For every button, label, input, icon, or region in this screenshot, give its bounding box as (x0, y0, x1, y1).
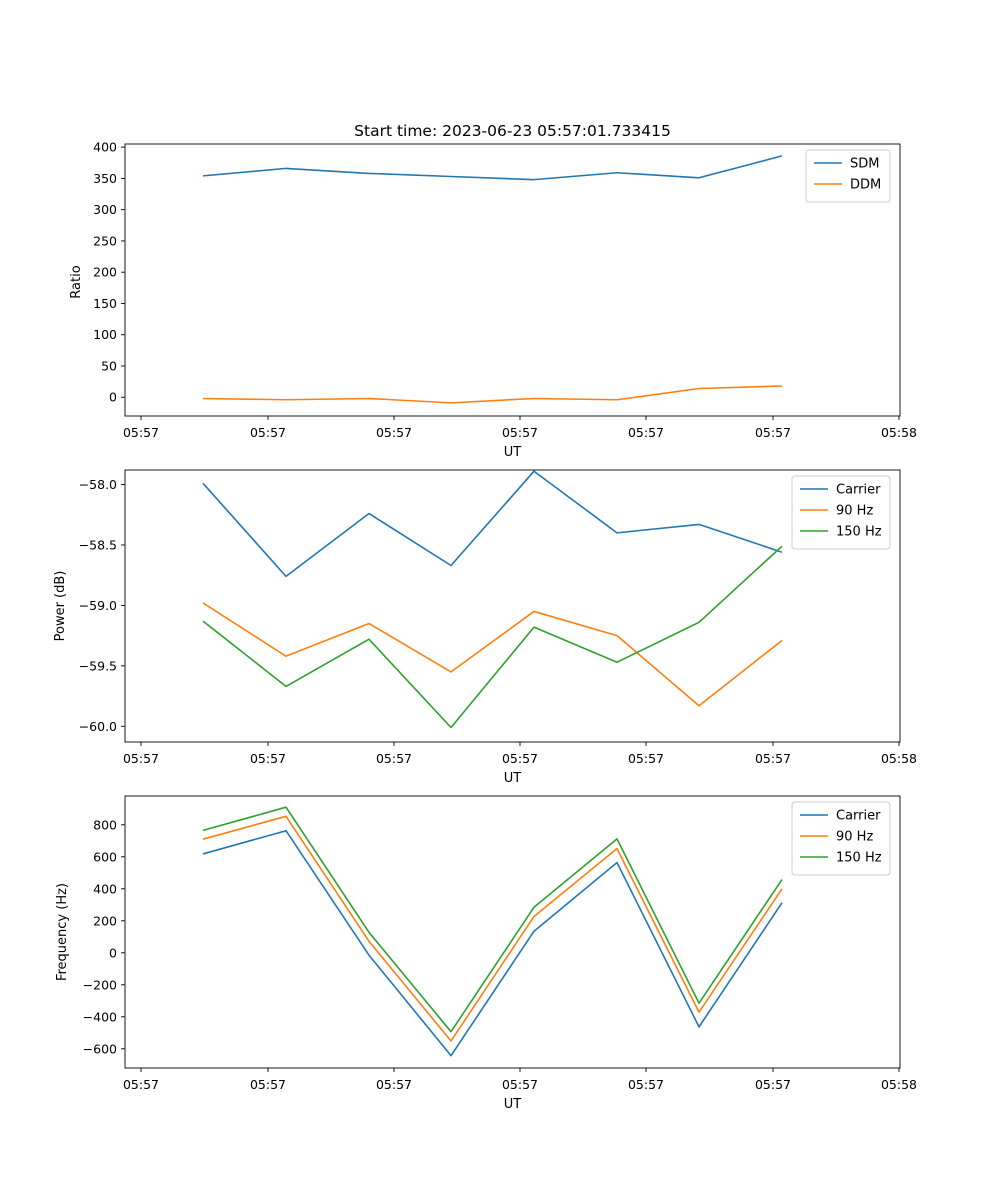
series-line-150-hz (202, 545, 783, 729)
x-tick-label: 05:58 (881, 425, 917, 440)
y-tick-label: −600 (83, 1041, 117, 1056)
y-tick-label: 600 (93, 849, 117, 864)
y-axis-label: Power (dB) (53, 571, 68, 642)
x-tick-label: 05:57 (123, 751, 159, 766)
series-line-150-hz (202, 806, 783, 1033)
series-line-ddm (202, 385, 783, 404)
legend-label: SDM (850, 157, 879, 172)
legend-label: 90 Hz (836, 504, 873, 519)
x-tick-label: 05:57 (502, 425, 538, 440)
y-tick-label: 0 (109, 945, 117, 960)
y-axis-label: Ratio (69, 265, 84, 298)
y-tick-label: −58.0 (79, 477, 117, 492)
series-line-sdm (202, 155, 783, 181)
y-tick-label: −59.0 (79, 598, 117, 613)
x-tick-label: 05:57 (376, 425, 412, 440)
y-tick-label: 350 (93, 171, 117, 186)
y-tick-label: 150 (93, 296, 117, 311)
series-line-90-hz (202, 602, 783, 707)
series-line-carrier (202, 829, 783, 1057)
y-tick-label: −200 (83, 977, 117, 992)
y-tick-label: −58.5 (79, 537, 117, 552)
x-tick-label: 05:57 (628, 425, 664, 440)
x-tick-label: 05:58 (881, 1077, 917, 1092)
plot-area-frame (124, 143, 901, 417)
y-tick-label: 100 (93, 327, 117, 342)
legend: Carrier 90 Hz 150 Hz (791, 475, 891, 550)
x-tick-label: 05:58 (881, 751, 917, 766)
legend-label: Carrier (836, 809, 881, 824)
x-tick-label: 05:57 (376, 1077, 412, 1092)
x-tick-label: 05:57 (755, 425, 791, 440)
y-tick-label: 200 (93, 913, 117, 928)
x-tick-label: 05:57 (123, 425, 159, 440)
y-tick-label: −60.0 (79, 719, 117, 734)
x-axis-label: UT (504, 771, 522, 786)
y-tick-label: 400 (93, 881, 117, 896)
legend-label: DDM (850, 178, 881, 193)
y-tick-label: 300 (93, 202, 117, 217)
x-tick-label: 05:57 (755, 1077, 791, 1092)
series-line-90-hz (202, 815, 783, 1042)
x-tick-label: 05:57 (123, 1077, 159, 1092)
figure-title: Start time: 2023-06-23 05:57:01.733415 (354, 122, 671, 140)
y-tick-label: 800 (93, 817, 117, 832)
plot-area-frame (124, 795, 901, 1069)
series-line-carrier (202, 470, 783, 578)
y-tick-label: 250 (93, 233, 117, 248)
x-axis-label: UT (504, 445, 522, 460)
y-tick-label: 200 (93, 265, 117, 280)
x-tick-label: 05:57 (502, 751, 538, 766)
x-tick-label: 05:57 (628, 751, 664, 766)
legend-label: 90 Hz (836, 830, 873, 845)
y-tick-label: 50 (101, 358, 117, 373)
x-tick-label: 05:57 (502, 1077, 538, 1092)
frequency-panel: UT Frequency (Hz) 05:57 05:57 05:57 05:57 05… (55, 795, 917, 1112)
y-tick-label: −59.5 (79, 658, 117, 673)
y-axis-label: Frequency (Hz) (55, 883, 70, 981)
x-tick-label: 05:57 (628, 1077, 664, 1092)
ratio-panel: UT Ratio 05:57 05:57 05:57 05:57 05:57 05:57 0… (69, 140, 917, 460)
x-axis-label: UT (504, 1097, 522, 1112)
y-tick-label: 400 (93, 140, 117, 155)
legend: Carrier 90 Hz 150 Hz (791, 801, 891, 876)
legend-label: Carrier (836, 483, 881, 498)
legend: SDM DDM (805, 149, 891, 203)
y-tick-label: −400 (83, 1009, 117, 1024)
power-panel: UT Power (dB) 05:57 05:57 05:57 05:57 05:57 0… (53, 469, 917, 786)
y-tick-label: 0 (109, 390, 117, 405)
x-tick-label: 05:57 (376, 751, 412, 766)
plot-area-frame (124, 469, 901, 743)
legend-label: 150 Hz (836, 851, 882, 866)
x-tick-label: 05:57 (755, 751, 791, 766)
x-tick-label: 05:57 (250, 751, 286, 766)
x-tick-label: 05:57 (250, 425, 286, 440)
x-tick-label: 05:57 (250, 1077, 286, 1092)
legend-label: 150 Hz (836, 525, 882, 540)
